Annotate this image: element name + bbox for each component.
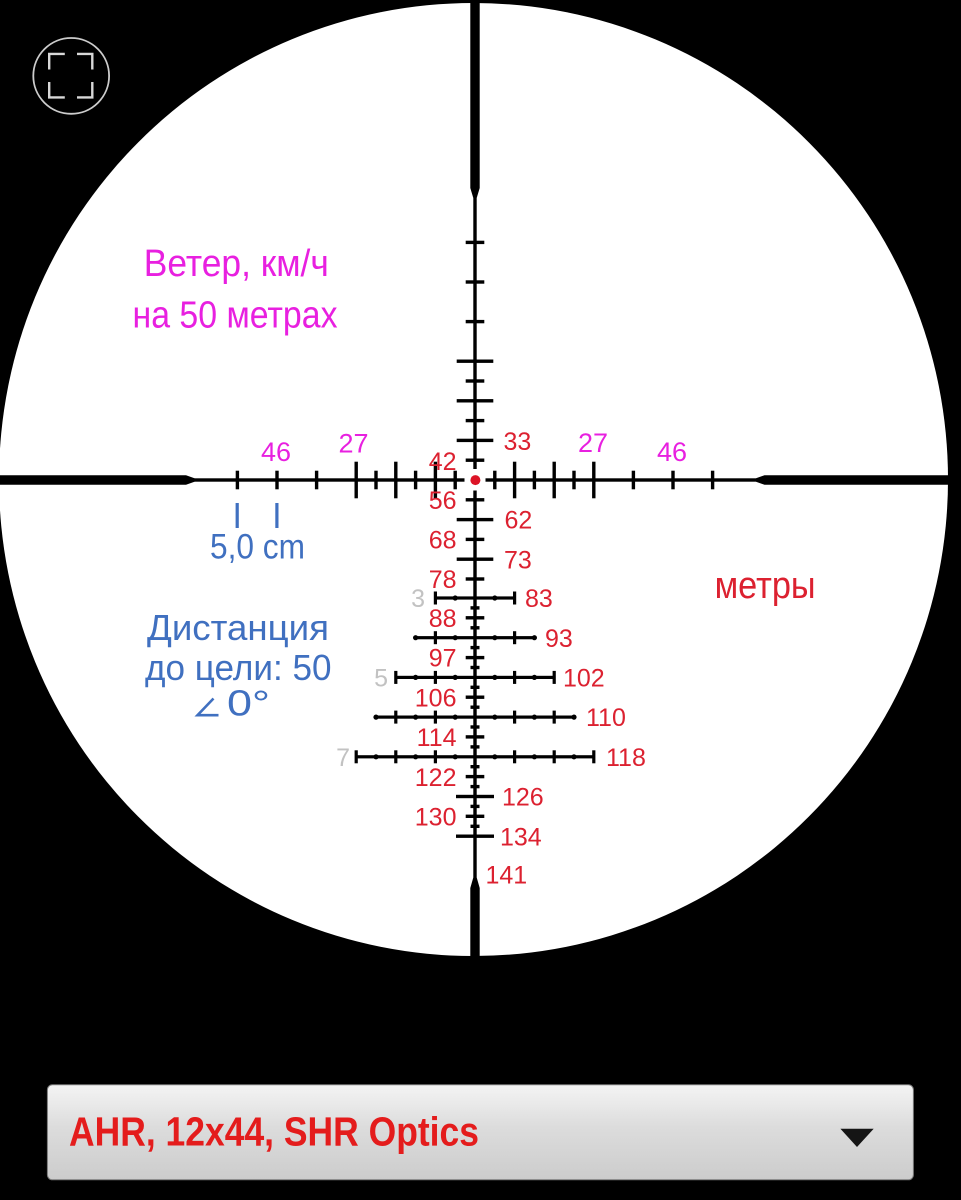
svg-text:97: 97: [429, 645, 457, 673]
svg-text:3: 3: [411, 585, 425, 613]
svg-text:на 50 метрах: на 50 метрах: [133, 295, 338, 337]
svg-text:27: 27: [338, 429, 368, 459]
svg-text:126: 126: [502, 784, 544, 812]
svg-text:130: 130: [415, 804, 457, 832]
svg-text:141: 141: [486, 862, 528, 890]
svg-text:122: 122: [415, 764, 457, 792]
svg-text:78: 78: [429, 566, 457, 594]
svg-text:метры: метры: [715, 565, 816, 607]
svg-text:83: 83: [525, 585, 553, 613]
svg-text:5,0 cm: 5,0 cm: [210, 528, 305, 567]
svg-text:102: 102: [563, 665, 605, 693]
svg-text:33: 33: [504, 428, 532, 456]
svg-text:AHR, 12x44, SHR Optics: AHR, 12x44, SHR Optics: [69, 1108, 479, 1154]
svg-text:106: 106: [415, 684, 457, 712]
svg-text:до цели: 50: до цели: 50: [145, 647, 332, 688]
svg-text:5: 5: [374, 665, 388, 693]
svg-text:Дистанция: Дистанция: [147, 607, 329, 648]
svg-text:118: 118: [606, 744, 646, 772]
svg-text:56: 56: [429, 487, 457, 515]
svg-text:134: 134: [500, 823, 542, 851]
svg-text:68: 68: [429, 527, 457, 555]
svg-text:73: 73: [504, 546, 532, 574]
svg-text:46: 46: [657, 437, 687, 467]
svg-text:7: 7: [336, 744, 350, 772]
svg-text:62: 62: [505, 507, 533, 535]
svg-text:93: 93: [545, 625, 573, 653]
svg-text:Ветер, км/ч: Ветер, км/ч: [144, 243, 329, 285]
svg-text:110: 110: [586, 704, 626, 732]
svg-text:46: 46: [261, 437, 291, 467]
svg-text:42: 42: [429, 448, 457, 476]
svg-text:27: 27: [578, 428, 608, 458]
svg-text:114: 114: [417, 724, 457, 752]
svg-text:88: 88: [429, 605, 457, 633]
svg-text:0°: 0°: [227, 683, 270, 724]
